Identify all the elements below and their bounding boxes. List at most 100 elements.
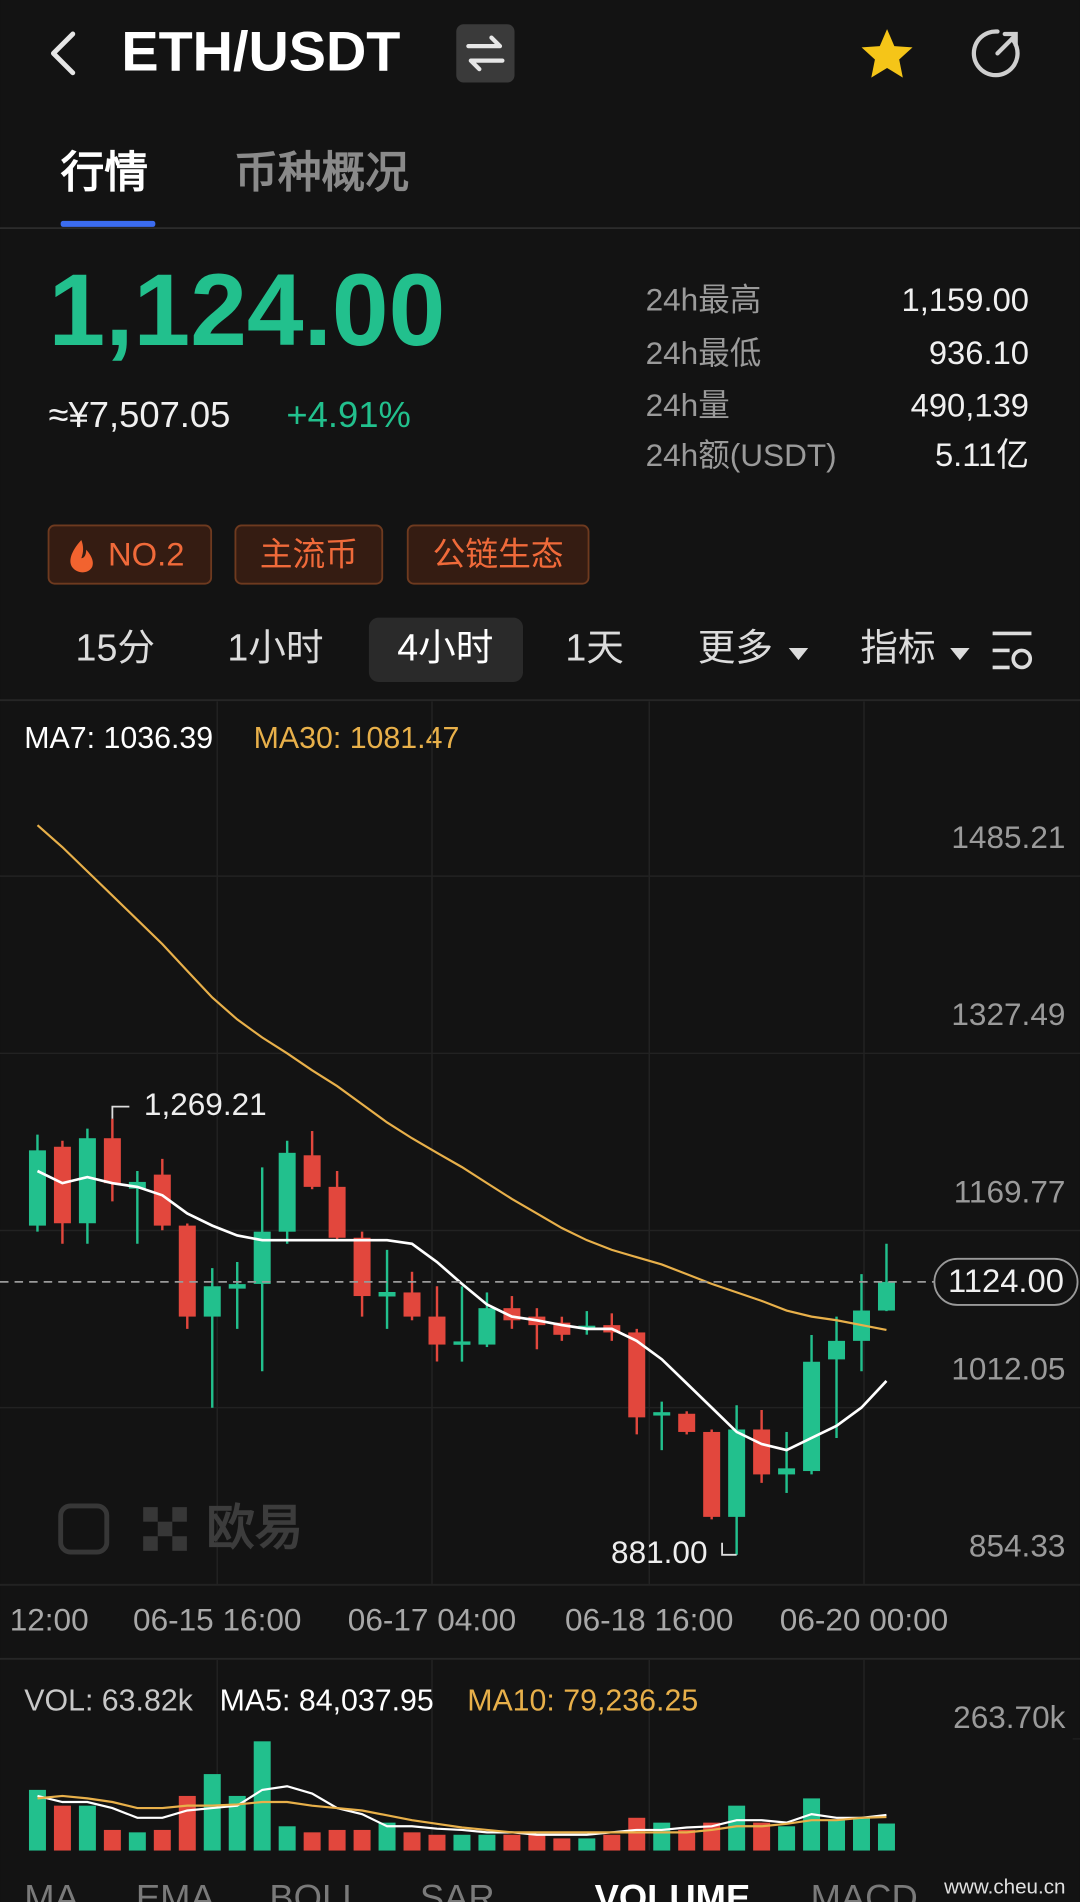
interval-option[interactable]: 指标 (860, 626, 935, 668)
volume-bar (503, 1834, 521, 1851)
volume-bar (278, 1826, 296, 1851)
share-arrow (995, 31, 1018, 56)
candle-body (628, 1332, 646, 1418)
tab-indicator (60, 220, 156, 227)
tag-label: NO.2 (108, 536, 184, 573)
settings-icon[interactable] (992, 631, 1032, 670)
volume-bar (403, 1832, 421, 1851)
indicator-tab[interactable]: BOLL (269, 1877, 362, 1902)
volume-bar (478, 1834, 496, 1851)
candle-body (453, 1341, 471, 1345)
volume-bar (778, 1826, 796, 1851)
volume-bar (753, 1822, 771, 1851)
volume-bar (877, 1823, 895, 1851)
y-tick-label: 854.33 (969, 1528, 1065, 1564)
swap-bg (456, 24, 515, 83)
tag-label: 主流币 (260, 536, 358, 573)
volume-bar (603, 1834, 621, 1851)
volume-bar (53, 1805, 71, 1851)
y-tick-label: 1169.77 (954, 1173, 1066, 1209)
volume-bar (453, 1834, 471, 1851)
candle-body (428, 1316, 446, 1345)
page-title: ETH/USDT (121, 20, 400, 83)
candle-body (53, 1146, 71, 1224)
interval-option[interactable]: 更多 (698, 626, 773, 668)
x-tick-label: 12:00 (10, 1602, 89, 1638)
indicator-tab[interactable]: MACD (811, 1877, 918, 1902)
candle-body (28, 1150, 46, 1226)
logo-block (143, 1536, 158, 1551)
legend-entry: MA7: 1036.39 (24, 722, 213, 755)
indicator-tab[interactable]: EMA (136, 1877, 216, 1902)
interval-option[interactable]: 1小时 (227, 626, 323, 668)
last-price-box (933, 1257, 1079, 1306)
indicator-tab[interactable]: VOLUME (595, 1877, 751, 1902)
interval-option[interactable]: 4小时 (397, 626, 493, 668)
dropdown-arrow (950, 647, 970, 661)
volume-bar (253, 1741, 271, 1851)
swap-icon (466, 35, 505, 72)
indicator-tab[interactable]: MA (24, 1877, 79, 1902)
x-tick-label: 06-18 16:00 (565, 1602, 733, 1638)
logo-block (172, 1536, 187, 1551)
x-tick-label: 06-15 16:00 (133, 1602, 301, 1638)
volume-bar (728, 1805, 746, 1851)
candle-body (253, 1231, 271, 1284)
candle-body (778, 1468, 796, 1475)
candle-body (178, 1225, 196, 1317)
extreme-label: 1,269.21 (144, 1086, 267, 1122)
ma-line (36, 1169, 888, 1452)
tag-label: 公链生态 (433, 536, 564, 573)
candle-body (877, 1281, 895, 1311)
volume-bar (153, 1829, 171, 1851)
volume-bar (303, 1832, 321, 1851)
back-button[interactable] (50, 31, 76, 76)
volume-bar (78, 1805, 96, 1851)
candle-body (103, 1138, 121, 1184)
volume-bar (178, 1795, 196, 1851)
share-arc (971, 29, 1020, 78)
candle-body (203, 1286, 221, 1317)
candle-body (653, 1412, 671, 1416)
volume-bar (103, 1829, 121, 1851)
indicator-tab[interactable]: SAR (420, 1877, 495, 1902)
volume-bar (853, 1817, 870, 1851)
candle-body (128, 1181, 146, 1189)
favorite-star[interactable] (861, 29, 913, 78)
tab[interactable]: 币种概况 (234, 148, 409, 197)
volume-bar (653, 1822, 671, 1851)
extreme-label: 881.00 (611, 1534, 708, 1570)
volume-bar (628, 1817, 646, 1851)
ma-line (36, 824, 887, 1332)
cny-price: ≈¥7,507.05 (49, 394, 231, 435)
volume-bar (553, 1838, 571, 1851)
expand-icon (58, 1503, 110, 1555)
candle-body (403, 1292, 421, 1317)
volume-bar (28, 1789, 46, 1851)
tab[interactable]: 行情 (61, 148, 148, 197)
candle-body (228, 1284, 246, 1289)
volume-ma-line (37, 1794, 887, 1834)
candle-body (828, 1340, 846, 1360)
volume-bar (328, 1829, 346, 1851)
interval-option[interactable]: 1天 (565, 626, 624, 668)
candle-body (378, 1291, 396, 1297)
logo-block (172, 1507, 187, 1522)
share-button[interactable] (971, 29, 1020, 78)
volume-bar (528, 1834, 546, 1851)
interval-active-bg (368, 617, 524, 682)
y-tick-label: 1327.49 (951, 996, 1065, 1032)
swap-button[interactable] (456, 24, 515, 83)
interval-option[interactable]: 15分 (76, 626, 155, 668)
tag-box (406, 524, 590, 585)
logo-block (143, 1507, 158, 1522)
tag-box (234, 524, 384, 585)
watermark-brand: 欧易 (206, 1501, 303, 1555)
last-price-label: 1124.00 (948, 1262, 1064, 1299)
candle-body (78, 1138, 96, 1224)
extreme-pointer (721, 1542, 737, 1556)
stat-value: 1,159.00 (902, 281, 1029, 318)
y-tick-label: 1485.21 (951, 819, 1065, 855)
